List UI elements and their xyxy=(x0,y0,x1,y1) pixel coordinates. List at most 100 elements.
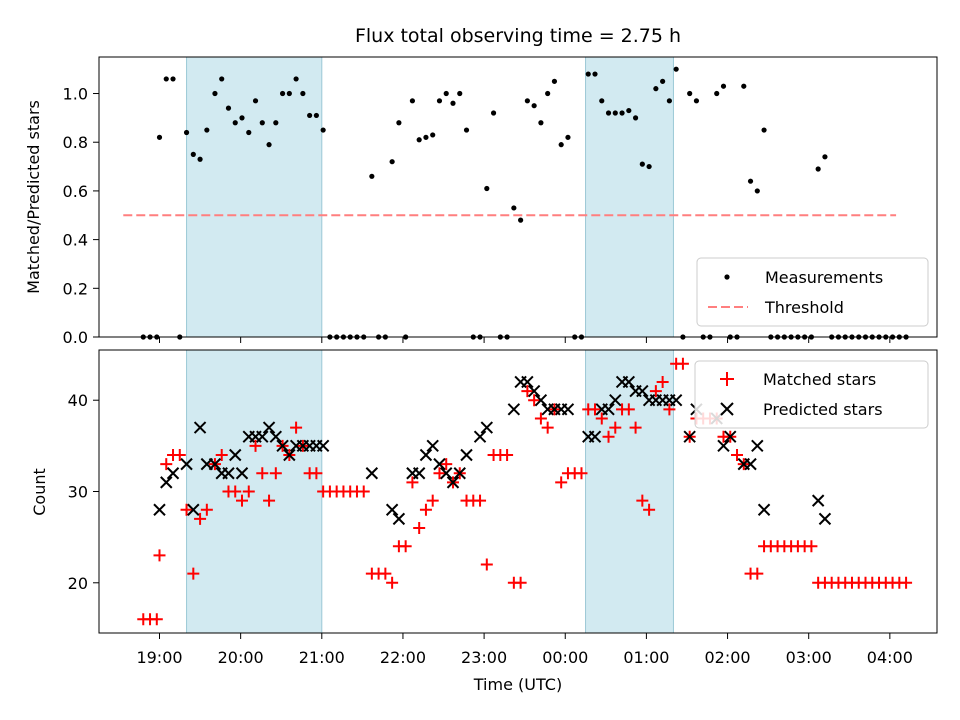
predicted-star-point-17 xyxy=(269,430,283,443)
x-tick-label-21-00: 21:00 xyxy=(299,648,345,667)
measurement-point-93 xyxy=(761,127,767,133)
matched-star-point-51 xyxy=(474,494,487,507)
matched-star-point-10 xyxy=(194,512,207,525)
predicted-star-point-12 xyxy=(235,467,249,480)
measurement-point-101 xyxy=(815,166,821,172)
measurement-point-86 xyxy=(714,90,720,97)
legend-label-predicted-stars: Predicted stars xyxy=(763,400,883,419)
predicted-star-point-72 xyxy=(818,512,832,526)
matched-star-point-17 xyxy=(242,485,255,498)
measurement-point-102 xyxy=(822,154,828,160)
matched-star-point-8 xyxy=(180,503,193,516)
measurement-point-23 xyxy=(286,90,292,97)
predicted-star-point-39 xyxy=(507,403,521,416)
matched-star-point-38 xyxy=(386,576,399,589)
measurement-point-28 xyxy=(320,127,326,133)
top-y-tick-label-0-6: 0.6 xyxy=(63,182,88,201)
x-tick-label-20-00: 20:00 xyxy=(218,648,264,667)
matched-star-point-61 xyxy=(541,421,554,434)
matched-star-point-66 xyxy=(575,467,588,480)
matched-star-point-19 xyxy=(256,467,269,480)
matched-star-point-114 xyxy=(900,576,913,589)
predicted-star-point-66 xyxy=(724,430,737,443)
measurement-point-92 xyxy=(754,188,760,194)
measurement-point-67 xyxy=(585,71,591,77)
measurement-point-13 xyxy=(219,76,225,82)
matched-star-point-27 xyxy=(310,467,323,480)
matched-star-point-69 xyxy=(595,412,608,425)
matched-star-point-9 xyxy=(187,567,200,580)
measurement-point-19 xyxy=(259,120,265,126)
matched-star-point-77 xyxy=(649,385,662,398)
predicted-star-point-18 xyxy=(276,439,289,453)
predicted-star-point-19 xyxy=(283,448,296,462)
matched-star-point-16 xyxy=(236,494,249,507)
measurement-point-87 xyxy=(720,83,727,89)
bottom-legend-box xyxy=(694,360,929,429)
predicted-star-point-41 xyxy=(521,375,534,389)
measurement-point-9 xyxy=(190,151,196,157)
matched-star-point-44 xyxy=(426,494,439,507)
matched-star-point-81 xyxy=(676,357,689,370)
measurement-point-60 xyxy=(538,120,544,126)
measurement-point-45 xyxy=(436,98,443,104)
bottom-x-axis: 19:00 20:00 21:00 22:00 23:00 00:00 01:00 02:00… xyxy=(136,633,913,667)
measurement-point-78 xyxy=(660,78,666,84)
measurement-point-52 xyxy=(484,185,490,192)
measurement-point-46 xyxy=(443,90,449,97)
measurement-point-69 xyxy=(599,98,605,104)
measurement-point-63 xyxy=(558,142,564,148)
x-tick-label-23-00: 23:00 xyxy=(461,648,507,667)
measurement-point-91 xyxy=(747,178,754,184)
matched-star-point-73 xyxy=(622,403,635,416)
measurement-point-22 xyxy=(279,90,286,97)
measurement-point-25 xyxy=(300,90,306,97)
matched-star-point-92 xyxy=(751,567,764,580)
measurement-point-8 xyxy=(183,129,190,136)
matched-star-point-55 xyxy=(501,448,514,461)
bottom-y-axis: 20 30 40 xyxy=(68,391,99,593)
measurement-point-61 xyxy=(545,90,551,97)
predicted-star-point-24 xyxy=(316,439,330,453)
legend-marker-measurements xyxy=(724,274,730,280)
predicted-star-point-33 xyxy=(440,467,453,480)
measurement-point-20 xyxy=(266,142,272,148)
matched-star-point-76 xyxy=(643,503,656,516)
measurement-point-75 xyxy=(639,161,645,167)
measurement-point-43 xyxy=(423,134,429,140)
bottom-plot-frame xyxy=(98,349,938,634)
measurement-point-15 xyxy=(232,120,238,126)
matched-star-point-3 xyxy=(150,613,163,626)
top-x-axis xyxy=(159,337,891,343)
matched-star-point-71 xyxy=(609,421,622,434)
x-tick-label-01-00: 01:00 xyxy=(623,648,669,667)
matched-star-point-34 xyxy=(357,485,370,498)
x-tick-label-22-00: 22:00 xyxy=(380,648,426,667)
matched-star-point-4 xyxy=(153,549,166,562)
top-shaded-region-2 xyxy=(585,56,674,338)
predicted-star-point-70 xyxy=(757,503,771,516)
predicted-star-point-49 xyxy=(588,430,602,443)
predicted-star-point-29 xyxy=(412,467,426,480)
predicted-star-point-8 xyxy=(208,457,222,471)
bottom-shaded-regions xyxy=(186,349,674,634)
measurement-point-72 xyxy=(619,110,625,116)
predicted-star-point-37 xyxy=(473,430,487,443)
measurement-point-47 xyxy=(450,100,456,106)
predicted-star-point-26 xyxy=(385,503,399,516)
matched-star-point-74 xyxy=(629,421,642,434)
bottom-legend: Matched stars Predicted stars xyxy=(694,360,929,429)
measurement-point-76 xyxy=(646,163,652,170)
measurement-point-77 xyxy=(653,86,659,92)
measurement-point-49 xyxy=(463,127,470,133)
measurement-point-90 xyxy=(741,83,747,89)
bottom-y-axis-label: Count xyxy=(30,468,49,516)
measurement-point-27 xyxy=(313,112,319,119)
matched-star-point-21 xyxy=(269,467,282,480)
predicted-star-point-54 xyxy=(622,375,636,389)
measurement-point-26 xyxy=(307,112,313,119)
matched-star-point-41 xyxy=(406,476,419,489)
measurement-point-24 xyxy=(293,76,299,82)
matched-star-point-63 xyxy=(555,476,568,489)
